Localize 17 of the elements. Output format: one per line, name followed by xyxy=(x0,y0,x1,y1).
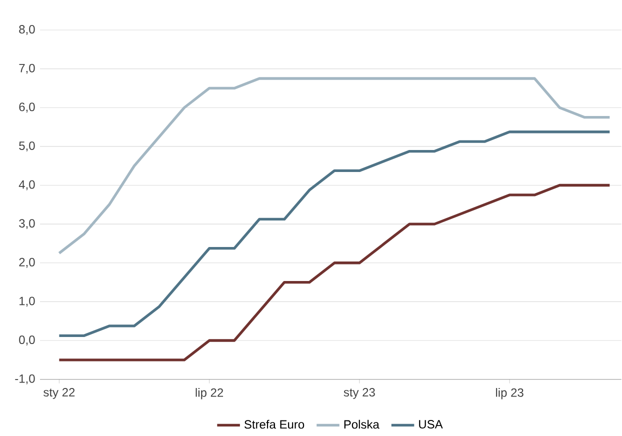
y-tick-label: 7,0 xyxy=(19,64,35,74)
legend-label: Polska xyxy=(344,420,380,429)
y-tick-label: -1,0 xyxy=(15,374,35,384)
y-tick-label: 2,0 xyxy=(19,258,35,268)
legend-label: Strefa Euro xyxy=(244,420,304,429)
legend-label: USA xyxy=(419,420,443,429)
x-tick-label: lip 23 xyxy=(496,388,524,400)
y-tick-label: 0,0 xyxy=(19,336,35,346)
x-tick-label: sty 23 xyxy=(344,388,375,399)
y-tick-label: 1,0 xyxy=(20,296,35,307)
y-tick-label: 3,0 xyxy=(19,219,35,230)
y-tick-label: 5,0 xyxy=(19,142,35,152)
y-tick-label: 4,0 xyxy=(18,180,35,190)
x-tick-label: sty 22 xyxy=(44,388,75,399)
y-tick-label: 8,0 xyxy=(19,25,35,35)
x-tick-label: lip 22 xyxy=(196,388,224,400)
y-tick-label: 6,0 xyxy=(19,102,35,113)
